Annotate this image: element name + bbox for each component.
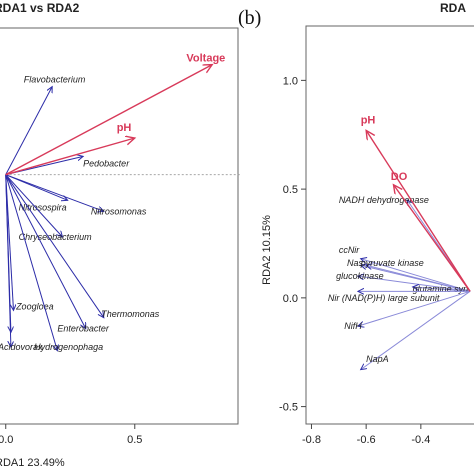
b-species-label-ccnir: ccNir <box>339 245 360 255</box>
a-environment-label-ph: pH <box>117 122 132 134</box>
b-species-label-pyruvate-kinase: pyruvate kinase <box>360 258 424 268</box>
b-species-vector-ccnir <box>361 259 471 292</box>
a-species-label-flavobacterium: Flavobacterium <box>24 74 86 84</box>
panel-a-title: RDA1 vs RDA2 <box>0 1 80 15</box>
a-species-vector-zoogloea <box>5 174 14 311</box>
a-species-vector-enterobacter <box>5 174 86 329</box>
a-species-vector-chryseobacterium <box>5 174 63 237</box>
panel-b-ticks: -0.8 -0.6 -0.4 1.0 0.5 0.0 -0.5 <box>279 75 430 446</box>
b-x-tick-label-0: -0.8 <box>302 434 321 446</box>
b-species-label-nifh: NifH <box>344 321 362 331</box>
panel-b-letter: (b) <box>238 7 261 29</box>
a-species-label-pedobacter: Pedobacter <box>83 159 130 169</box>
a-species-label-zoogloea: Zoogloea <box>15 302 54 312</box>
b-species-label-nadh-dehydrogenase: NADH dehydrogenase <box>339 195 429 205</box>
panel-a-species-vectors: Flavobacterium Pedobacter Nitrosospira Nitr… <box>0 74 160 352</box>
a-species-label-enterobacter: Enterobacter <box>57 324 110 334</box>
a-species-vector-thermomonas <box>5 174 104 318</box>
a-species-label-thermomonas: Thermomonas <box>101 309 160 319</box>
a-species-label-acidovorax: Acidovorax <box>0 342 43 352</box>
a-species-vector-hydrogenophaga <box>5 174 58 351</box>
panel-a-x-axis-title: RDA1 23.49% <box>0 457 65 469</box>
b-species-vector-napa <box>361 290 471 369</box>
b-species-vector-nifh <box>358 290 471 326</box>
a-x-tick-label-1: 0.5 <box>127 434 142 446</box>
b-species-label-nas: Nas <box>347 258 364 268</box>
panel-a-ticks: 0.0 0.5 <box>0 424 142 446</box>
b-species-vector-glutamine-syn <box>413 287 471 292</box>
b-species-vector-pyruvate-kinase <box>366 265 471 292</box>
b-species-label-glutamine-syn: glutamine syn <box>413 284 469 294</box>
a-species-vector-flavobacterium <box>5 87 52 175</box>
b-species-label-nir-nad-p-h-large-subunit: Nir (NAD(P)H) large subunit <box>328 293 440 303</box>
panel-b-environment-vectors: pH DO <box>361 115 471 292</box>
a-species-label-nitrosomonas: Nitrosomonas <box>91 206 147 216</box>
b-environment-label-do: DO <box>391 171 408 183</box>
a-species-label-nitrosospira: Nitrosospira <box>19 203 67 213</box>
b-environment-label-ph: pH <box>361 115 376 127</box>
b-environment-vector-do <box>394 185 471 292</box>
b-species-vector-glucokinase <box>358 276 471 292</box>
b-x-tick-label-2: -0.4 <box>411 434 430 446</box>
b-species-label-glucokinase: glucokinase <box>336 271 384 281</box>
b-species-label-napa: NapA <box>366 354 389 364</box>
b-y-tick-label-0: 1.0 <box>283 75 298 87</box>
panel-a: RDA1 vs RDA2 0.0 0.5 Flavobacterium Pedoba… <box>0 1 240 469</box>
a-environment-label-voltage: Voltage <box>186 52 225 64</box>
b-y-tick-label-2: 0.0 <box>283 293 298 305</box>
a-species-vector-10 <box>5 174 11 333</box>
b-y-tick-label-3: -0.5 <box>279 402 298 414</box>
b-x-tick-label-1: -0.6 <box>357 434 376 446</box>
a-species-label-hydrogenophaga: Hydrogenophaga <box>34 342 103 352</box>
panel-b-title: RDA <box>440 1 466 15</box>
a-species-label-chryseobacterium: Chryseobacterium <box>19 232 93 242</box>
panel-b-frame <box>305 25 474 425</box>
a-environment-vector-voltage <box>5 65 212 176</box>
panel-b: (b) RDA -0.8 -0.6 -0.4 1.0 0.5 0.0 -0.5 NADH d… <box>238 1 474 446</box>
panel-a-environment-vectors: Voltage pH <box>5 52 225 176</box>
panel-a-frame <box>0 27 239 425</box>
b-environment-vector-ph <box>366 130 471 292</box>
b-y-tick-label-1: 0.5 <box>283 184 298 196</box>
a-x-tick-label-0: 0.0 <box>0 434 13 446</box>
a-environment-vector-ph <box>5 138 135 176</box>
a-species-vector-nitrosomonas <box>5 174 104 212</box>
panel-b-y-axis-title: RDA2 10.15% <box>261 215 273 285</box>
